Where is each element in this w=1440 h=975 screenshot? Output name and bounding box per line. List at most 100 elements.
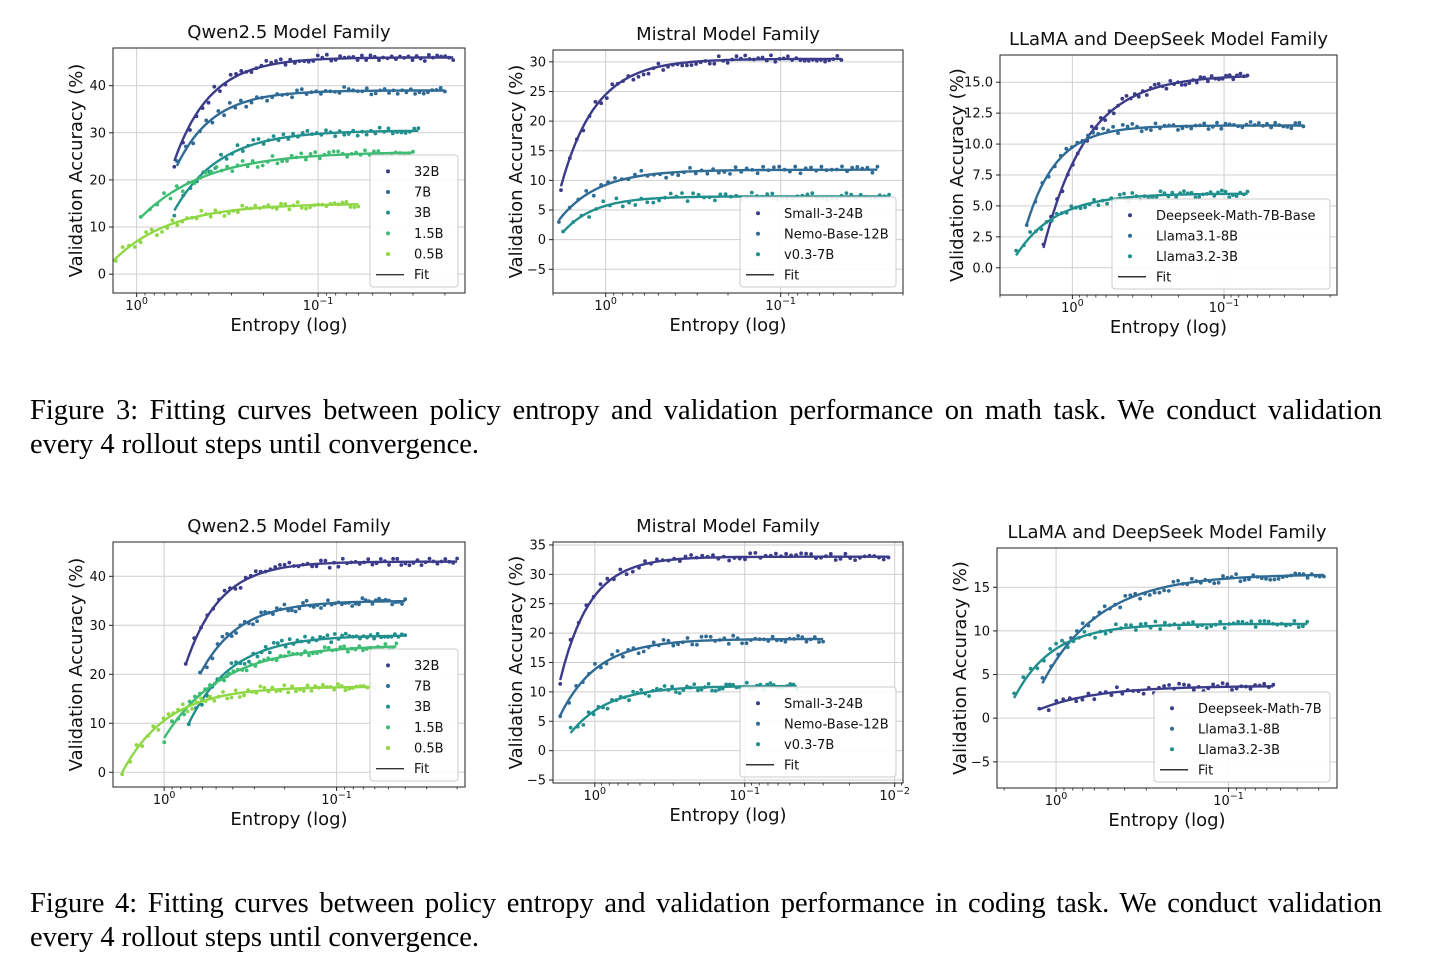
data-point <box>761 164 765 169</box>
data-point <box>1115 685 1119 690</box>
x-tick-label: 100 <box>583 786 606 804</box>
data-point <box>282 562 287 567</box>
data-point <box>1272 577 1277 582</box>
data-point <box>271 134 276 139</box>
data-point <box>250 159 255 163</box>
series-32b <box>183 556 459 666</box>
data-point <box>853 558 857 562</box>
data-point <box>1162 684 1166 688</box>
data-point <box>777 164 782 169</box>
data-point <box>613 176 617 180</box>
chart-math-qwen: 0 10 20 30 40 100 10−1 Qwen2.5 Model Family Entr… <box>66 22 466 336</box>
y-tick-label: 0 <box>538 744 546 759</box>
y-tick-label: 15.0 <box>964 76 993 91</box>
legend-label: Deepseek-Math-7B-Base <box>1156 209 1316 224</box>
legend-marker <box>386 663 390 668</box>
data-point <box>558 682 563 686</box>
data-point <box>1163 620 1167 625</box>
data-point <box>262 685 267 690</box>
data-point <box>242 662 247 666</box>
data-point <box>350 604 355 608</box>
data-point <box>1305 576 1310 580</box>
data-point <box>377 596 381 601</box>
legend-marker <box>1128 254 1132 259</box>
data-point <box>1182 682 1186 687</box>
data-point <box>149 227 154 232</box>
data-point <box>1296 625 1301 629</box>
fit-curve <box>1025 124 1304 225</box>
data-point <box>1096 203 1101 208</box>
data-point <box>363 148 367 153</box>
data-point <box>300 131 305 135</box>
data-point <box>370 602 375 606</box>
data-point <box>1153 619 1158 624</box>
legend-box <box>369 154 459 288</box>
legend-label: 0.5B <box>414 742 444 757</box>
data-point <box>1109 693 1114 697</box>
data-point <box>744 641 749 646</box>
data-point <box>327 565 332 570</box>
data-point <box>1144 93 1149 97</box>
data-point <box>361 648 365 653</box>
x-tick-label: 10−1 <box>1213 791 1244 809</box>
data-point <box>712 61 717 66</box>
data-point <box>180 702 185 707</box>
data-point <box>244 104 249 109</box>
data-point <box>743 53 748 58</box>
data-point <box>796 634 800 638</box>
data-point <box>390 602 395 607</box>
data-point <box>870 170 875 175</box>
data-point <box>755 171 760 176</box>
data-point <box>332 687 337 692</box>
data-point <box>645 200 650 205</box>
data-point <box>220 634 225 639</box>
legend-box <box>739 686 897 778</box>
legend: Deepseek-Math-7B Llama3.1-8B Llama3.2-3B Fi… <box>1153 691 1331 783</box>
y-axis-label: Validation Accuracy (%) <box>66 558 87 772</box>
y-axis-label: Validation Accuracy (%) <box>66 64 87 278</box>
x-tick-label: 10−1 <box>765 296 796 314</box>
data-point <box>843 551 848 556</box>
data-point <box>1114 622 1118 627</box>
data-point <box>205 665 209 670</box>
legend-label: Nemo-Base-12B <box>784 717 889 732</box>
data-point <box>1242 578 1247 582</box>
legend-box <box>1153 691 1331 783</box>
data-point <box>731 633 736 638</box>
data-point <box>1176 127 1180 132</box>
y-tick-label: 20 <box>529 115 546 130</box>
data-point <box>348 205 353 209</box>
data-point <box>1204 626 1209 630</box>
data-point <box>1189 126 1194 131</box>
data-point <box>1147 593 1152 597</box>
data-point <box>324 128 328 133</box>
y-axis-label: Validation Accuracy (%) <box>947 68 968 282</box>
y-tick-label: 5 <box>538 715 546 730</box>
data-point <box>299 87 304 92</box>
data-point <box>315 53 320 58</box>
data-point <box>705 171 710 176</box>
series-v0-3-7b <box>568 680 799 734</box>
data-point <box>1183 82 1188 87</box>
data-point <box>255 654 260 659</box>
plot-area <box>113 52 456 263</box>
data-point <box>366 557 371 562</box>
data-point <box>615 649 620 653</box>
legend-marker <box>756 252 760 257</box>
data-point <box>255 619 259 624</box>
y-tick-label: −5 <box>971 755 990 770</box>
data-point <box>1301 624 1305 629</box>
data-point <box>336 564 341 569</box>
data-point <box>311 605 316 609</box>
data-point <box>1209 74 1214 78</box>
data-point <box>671 643 676 648</box>
data-point <box>200 702 204 707</box>
data-point <box>255 165 260 169</box>
data-point <box>225 164 230 169</box>
data-point <box>321 682 325 687</box>
data-point <box>156 728 161 732</box>
fit-curve <box>184 560 458 665</box>
data-point <box>162 740 167 745</box>
data-point <box>1273 120 1278 125</box>
chart-title: Qwen2.5 Model Family <box>187 22 391 43</box>
